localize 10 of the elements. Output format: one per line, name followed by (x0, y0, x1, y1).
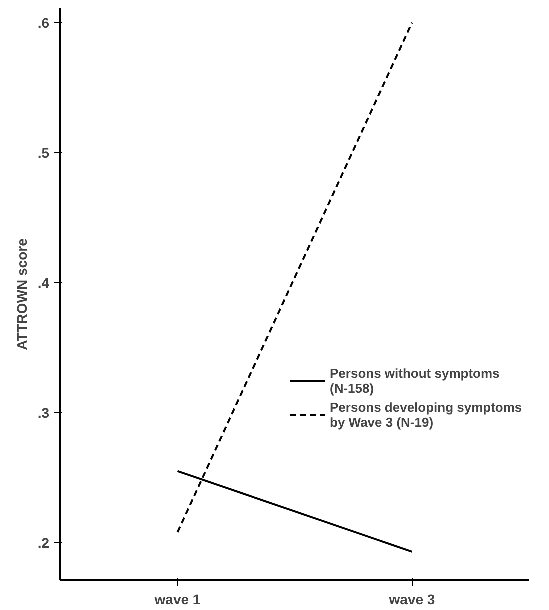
legend-label: Persons developing symptoms by Wave 3 (N-19) (330, 400, 522, 430)
legend-label: Persons without symptoms (N-158) (330, 366, 500, 396)
y-tick-label: .2 (38, 534, 50, 551)
y-tick-label: .6 (38, 14, 50, 31)
y-tick-label: .5 (38, 144, 50, 161)
x-tick-label: wave 3 (388, 592, 436, 608)
y-tick-label: .3 (38, 404, 50, 421)
x-tick-label: wave 1 (154, 592, 201, 608)
y-tick-label: .4 (38, 274, 50, 291)
y-axis-title: ATTROWN score (14, 238, 30, 350)
